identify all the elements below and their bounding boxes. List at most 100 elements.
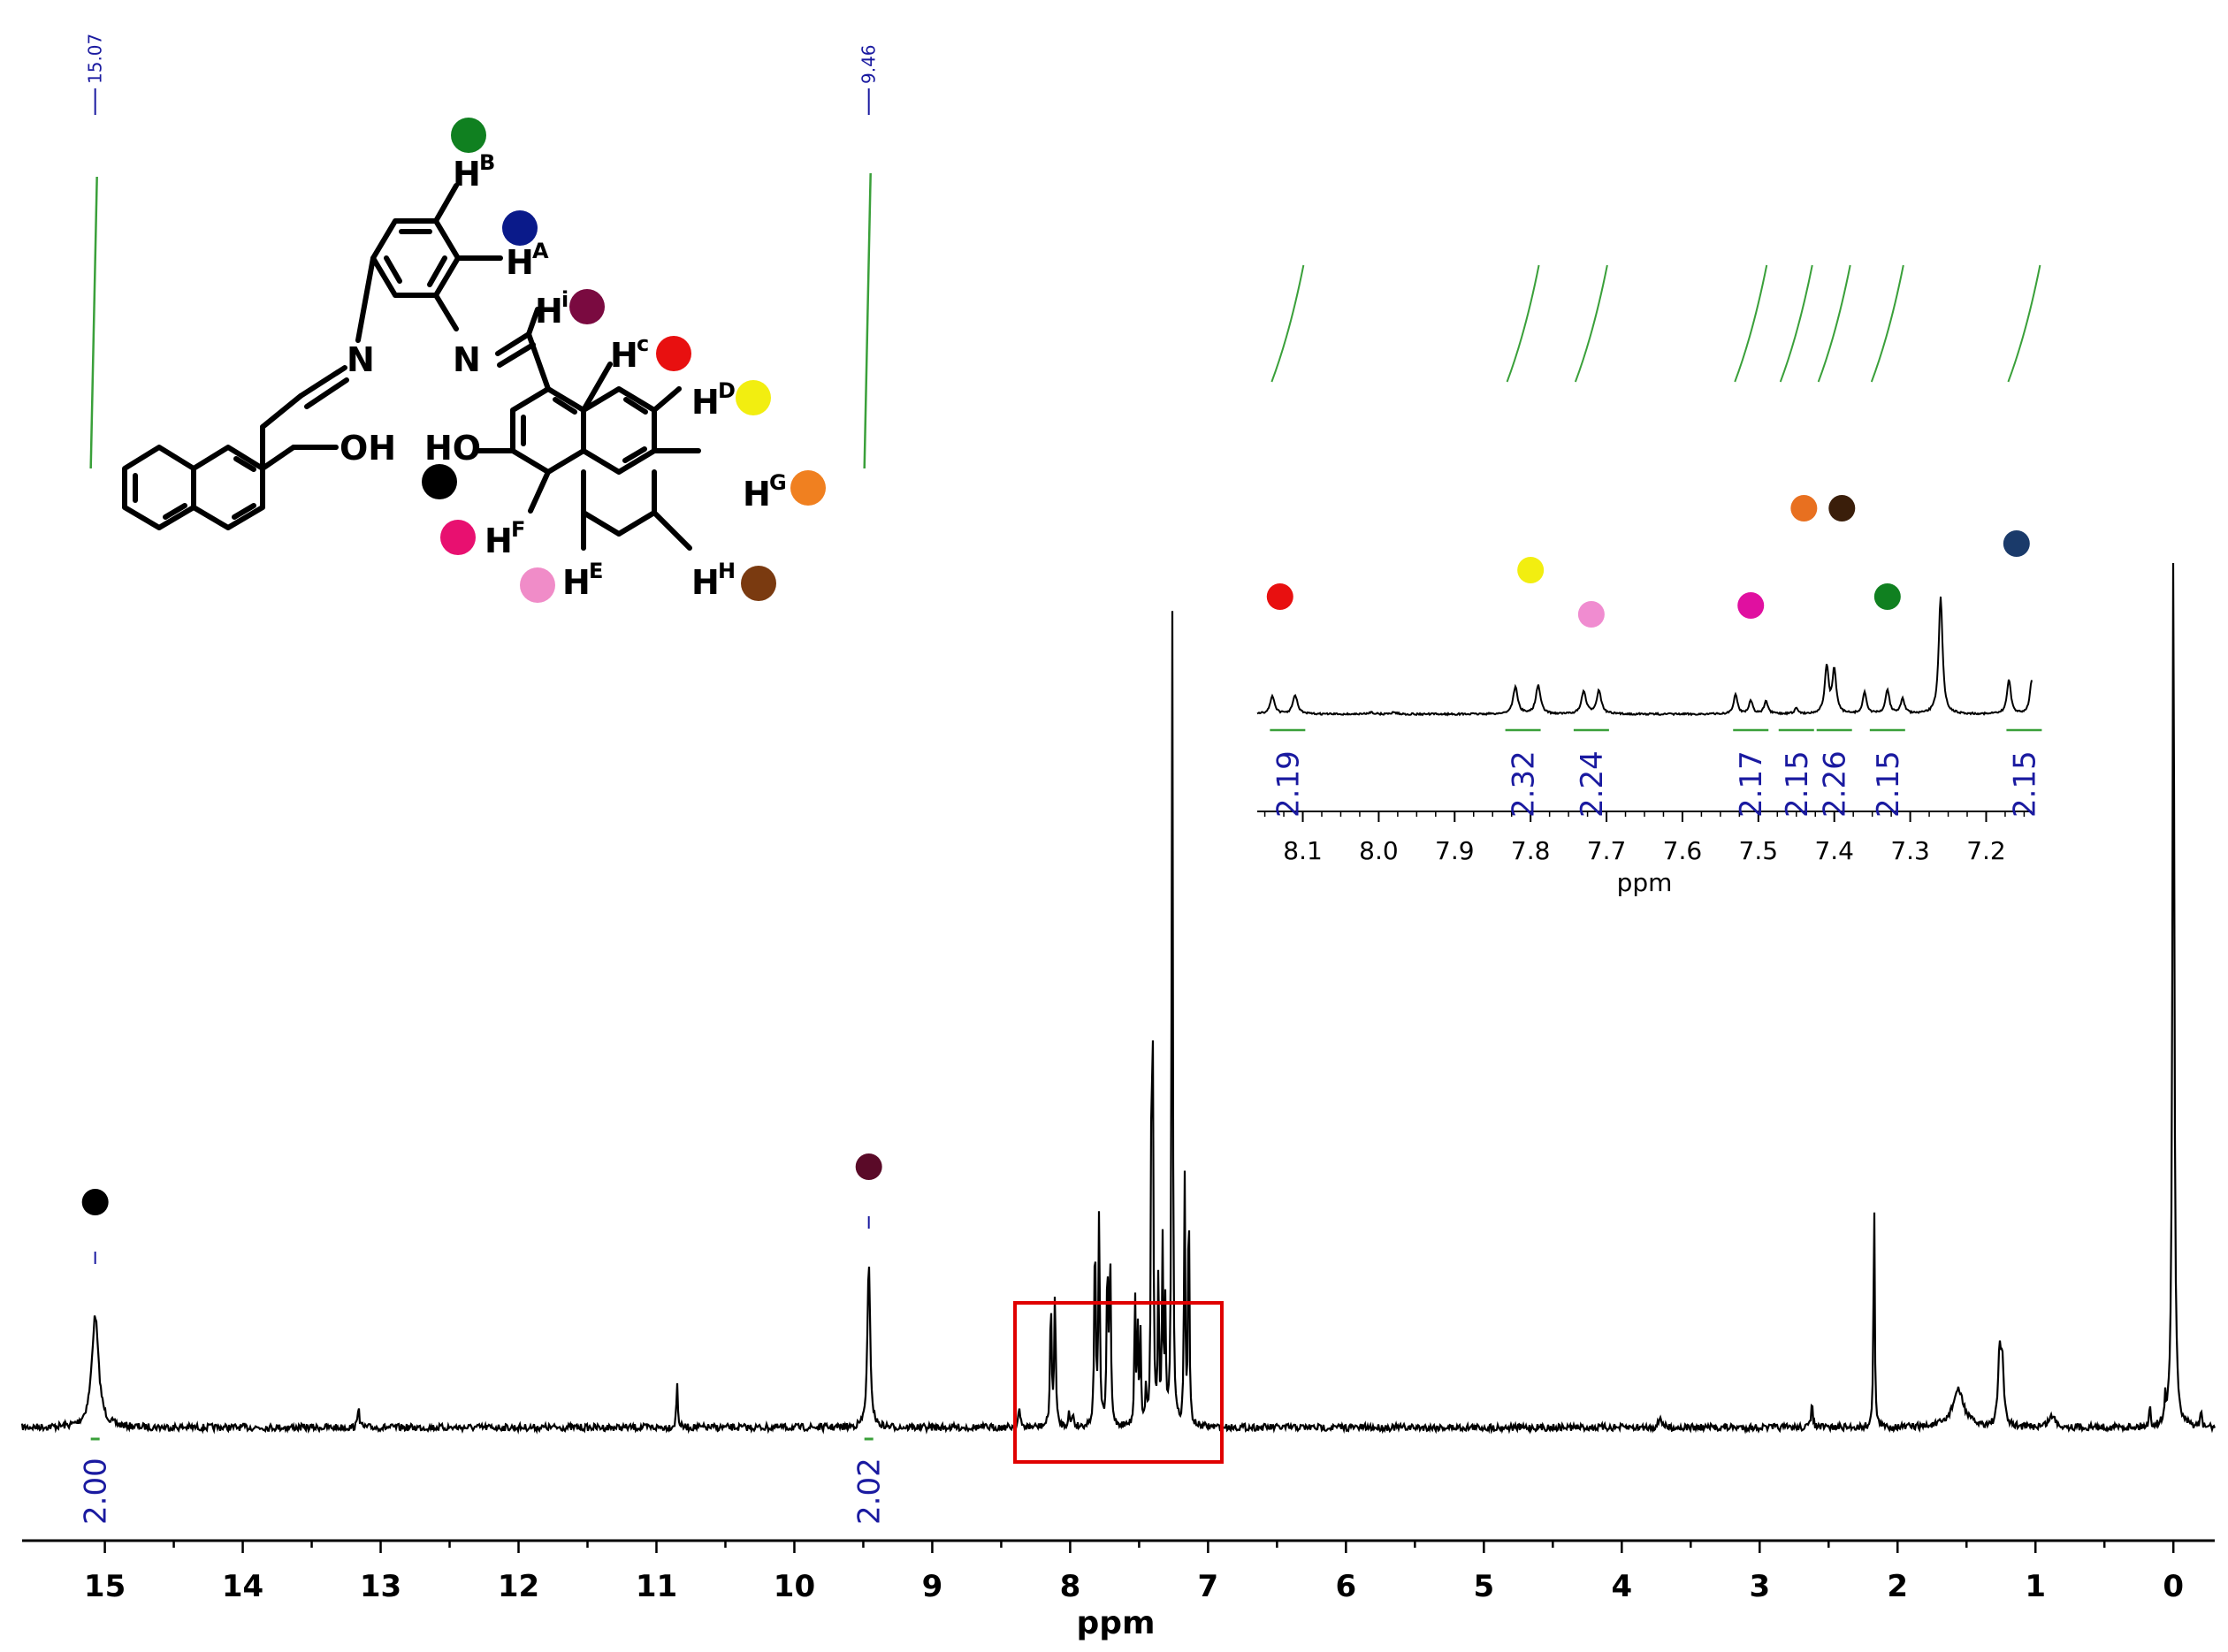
inset-x-tick-label: 7.5 [1739, 836, 1779, 865]
proton-marker-dot [741, 566, 776, 601]
inset-x-tick-label: 7.2 [1966, 836, 2006, 865]
left-ring-double-bond [233, 456, 256, 472]
proton-label-superscript: B [479, 150, 495, 175]
main-x-tick-label: 10 [774, 1569, 815, 1604]
main-x-axis-title: ppm [1076, 1605, 1155, 1641]
proton-marker-dot [440, 520, 476, 555]
inset-integral-curve [2007, 264, 2041, 383]
lower-ring-bond [616, 510, 657, 537]
main-integrals: 2.00 2.02 [79, 172, 888, 1525]
inset-integral-value: 2.15 [1871, 750, 1906, 818]
left-oh-bond [260, 445, 296, 471]
proton-marker-dot [520, 567, 555, 603]
inset-x-tick-label: 7.3 [1890, 836, 1930, 865]
proton-marker-dot [502, 210, 538, 246]
inset-x-tick-label: 7.8 [1511, 836, 1551, 865]
proton-label: H [610, 336, 638, 375]
inset-x-tick-label: 7.9 [1435, 836, 1475, 865]
inset-peak-marker-dot [1266, 583, 1293, 610]
lower-ring-bond [581, 510, 622, 537]
inset-x-tick-label: 7.7 [1587, 836, 1627, 865]
main-x-tick-label: 4 [1611, 1569, 1632, 1604]
proton-label-superscript: H [718, 559, 736, 583]
integral-value: 2.02 [852, 1458, 888, 1525]
main-x-tick-label: 0 [2163, 1569, 2184, 1604]
right-imine-double [495, 331, 531, 356]
peak-label-value: 15.07 [85, 34, 106, 84]
proton-label-superscript: E [589, 559, 603, 583]
inset-x-tick-label: 8.1 [1283, 836, 1323, 865]
n-left-label: N [347, 340, 375, 379]
proton-marker-dot [451, 118, 486, 153]
left-imine-ch [260, 393, 303, 430]
proton-label: H [453, 155, 481, 194]
inset-integrals: 2.19 2.32 2.24 2.17 2.15 2.26 2.15 2.15 [1270, 264, 2042, 818]
structure-labels: N N OH HO [340, 340, 481, 468]
hc-bond [581, 362, 613, 413]
oh-left-label: OH [340, 429, 396, 468]
inset-integral-value: 2.24 [1575, 750, 1610, 818]
integral-curve [863, 172, 872, 469]
inset-peak-marker-dot [1577, 601, 1605, 628]
main-x-tick-label: 9 [922, 1569, 943, 1604]
right-ring-double-bond [623, 397, 648, 415]
proton-label: H [691, 383, 720, 422]
inset-peak-marker-dot [1517, 557, 1545, 583]
right-imine-ring-bond [526, 331, 551, 392]
inset-integral-curve [1506, 264, 1540, 383]
proton-marker-dot [656, 336, 691, 371]
hf-bond [528, 469, 551, 514]
proton-label: H [743, 475, 771, 514]
main-x-tick-label: 15 [84, 1569, 126, 1604]
inset-integral-curve [1734, 264, 1768, 383]
central-ring-double-bond [384, 255, 402, 284]
proton-marker-dot [736, 380, 771, 415]
inset-peak-marker-dot [1737, 592, 1765, 619]
main-x-tick-label: 3 [1749, 1569, 1770, 1604]
peak-marker-dot [855, 1153, 882, 1180]
proton-label-superscript: c [637, 331, 649, 356]
inset-integral-curve [1817, 264, 1851, 383]
hb-bond [433, 183, 459, 224]
left-ring-double-bond [232, 503, 256, 520]
left-imine-double [304, 377, 349, 409]
proton-label-superscript: i [561, 287, 568, 312]
inset-x-axis-title: ppm [1617, 868, 1673, 897]
inset-integral-curve [1779, 264, 1813, 383]
hh-bond [652, 510, 692, 551]
main-peak-markers [81, 1153, 882, 1264]
inset-integral-curve [1574, 264, 1608, 383]
hi-bond [526, 307, 540, 337]
proton-label: H [562, 563, 591, 602]
inset-spectrum-trace [1256, 596, 2033, 717]
inset-x-ticks: 8.1 8.0 7.9 7.8 7.7 7.6 7.5 7.4 7.3 7.2 [1263, 811, 2026, 865]
integral-curve [89, 176, 98, 469]
right-imine-double [497, 342, 536, 368]
main-x-tick-label: 6 [1336, 1569, 1357, 1604]
right-ring-double-bond [622, 446, 647, 463]
n-right-label: N [453, 340, 481, 379]
inset-spectrum: 8.1 8.0 7.9 7.8 7.7 7.6 7.5 7.4 7.3 7.2 ppm 2.19 2… [1256, 264, 2042, 897]
main-x-ticks: 15 14 13 12 11 10 9 8 7 6 5 4 3 2 1 0 [84, 1541, 2184, 1604]
main-x-tick-label: 1 [2025, 1569, 2046, 1604]
inset-x-tick-label: 7.6 [1663, 836, 1703, 865]
inset-x-tick-label: 8.0 [1359, 836, 1399, 865]
proton-label-superscript: A [532, 239, 549, 263]
peak-label-value: 9.46 [858, 44, 880, 84]
inset-peak-markers [1266, 495, 2030, 628]
inset-integral-curve [1870, 264, 1904, 383]
inset-peak-marker-dot [1790, 495, 1818, 521]
left-naphthalene-ring-b [191, 445, 265, 530]
left-imine-double [298, 365, 347, 399]
proton-label-superscript: G [769, 470, 787, 495]
inset-peak-marker-dot [1828, 495, 1856, 521]
proton-label: H [485, 521, 513, 560]
inset-peak-marker-dot [2003, 530, 2030, 557]
main-x-tick-label: 12 [498, 1569, 539, 1604]
main-x-tick-label: 8 [1060, 1569, 1081, 1604]
proton-marker-dot [569, 289, 605, 324]
main-x-tick-label: 7 [1198, 1569, 1219, 1604]
proton-label-superscript: F [511, 517, 525, 542]
